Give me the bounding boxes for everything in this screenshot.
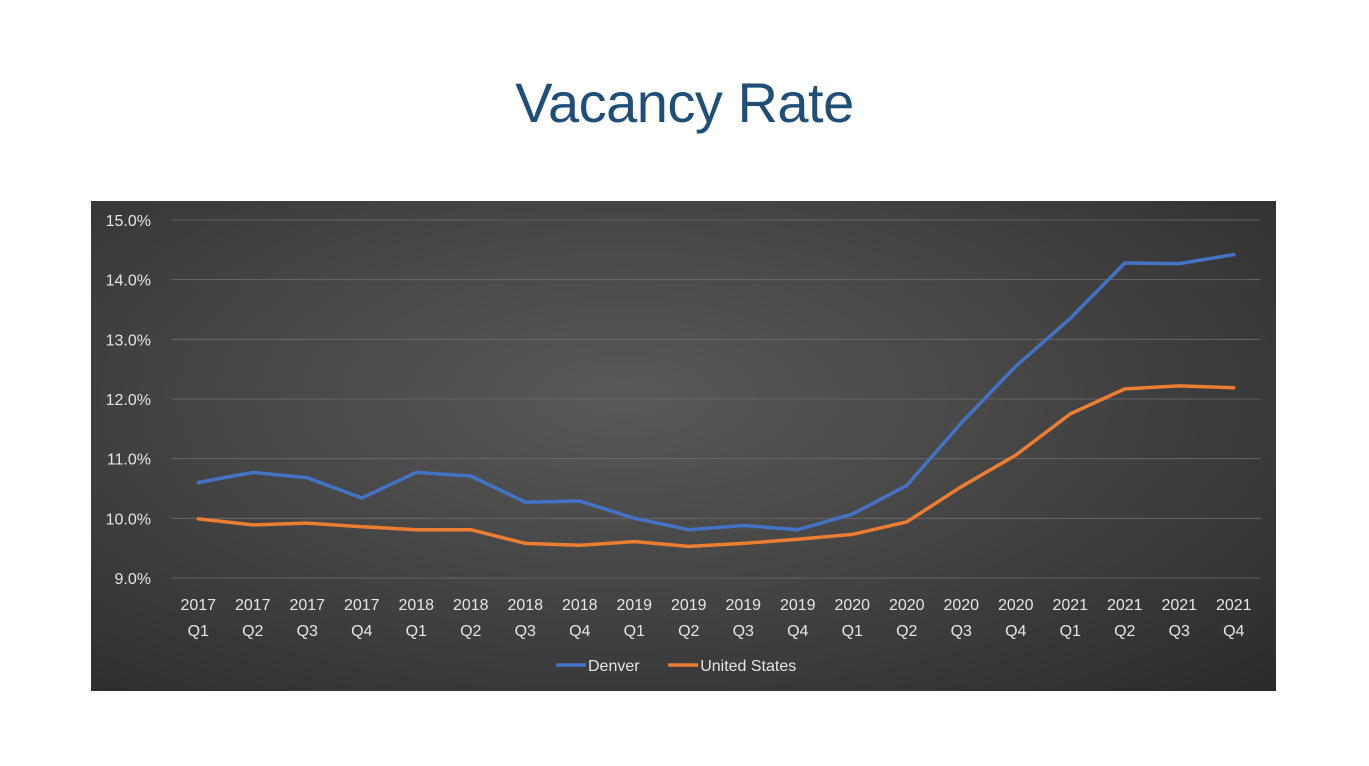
- y-tick-label: 10.0%: [106, 511, 151, 528]
- x-tick-label: Q4: [351, 623, 372, 640]
- x-tick-label: Q4: [1005, 623, 1026, 640]
- y-tick-label: 15.0%: [106, 213, 151, 230]
- x-tick-label: 2021: [1052, 597, 1088, 614]
- x-tick-label: 2017: [180, 597, 216, 614]
- x-tick-label: Q3: [951, 623, 972, 640]
- x-tick-label: Q3: [733, 623, 754, 640]
- x-tick-label: 2021: [1216, 597, 1252, 614]
- y-tick-label: 13.0%: [106, 332, 151, 349]
- x-tick-label: Q4: [787, 623, 808, 640]
- x-tick-label: Q1: [1060, 623, 1081, 640]
- x-tick-label: 2018: [453, 597, 489, 614]
- x-tick-label: Q2: [242, 623, 263, 640]
- x-tick-label: Q1: [842, 623, 863, 640]
- chart-canvas: 9.0% 10.0% 11.0% 12.0% 13.0% 14.0% 15.0% 2017 Q1…: [106, 213, 1261, 675]
- x-tick-label: 2018: [398, 597, 434, 614]
- x-tick-label: 2021: [1161, 597, 1197, 614]
- y-tick-label: 12.0%: [106, 392, 151, 409]
- x-tick-label: Q1: [188, 623, 209, 640]
- y-tick-label: 11.0%: [107, 452, 151, 469]
- x-tick-label: Q1: [624, 623, 645, 640]
- x-tick-label: 2020: [943, 597, 979, 614]
- legend-label: Denver: [588, 658, 640, 675]
- x-tick-label: 2020: [998, 597, 1034, 614]
- x-tick-label: 2017: [289, 597, 325, 614]
- series-line-denver: [196, 252, 1236, 532]
- x-tick-label: Q2: [460, 623, 481, 640]
- x-tick-label: 2020: [889, 597, 925, 614]
- x-tick-label: 2018: [507, 597, 543, 614]
- line-chart: 9.0% 10.0% 11.0% 12.0% 13.0% 14.0% 15.0% 2017 Q1…: [91, 201, 1276, 691]
- x-tick-label: 2019: [671, 597, 707, 614]
- x-tick-label: Q2: [1114, 623, 1135, 640]
- x-tick-label: Q4: [569, 623, 590, 640]
- x-tick-label: 2018: [562, 597, 598, 614]
- x-tick-label: Q4: [1223, 623, 1244, 640]
- legend-label: United States: [700, 658, 796, 675]
- x-tick-label: 2017: [344, 597, 380, 614]
- x-tick-label: 2021: [1107, 597, 1143, 614]
- y-tick-label: 14.0%: [106, 273, 151, 290]
- x-tick-label: 2019: [725, 597, 761, 614]
- x-tick-label: Q1: [406, 623, 427, 640]
- x-tick-label: 2019: [616, 597, 652, 614]
- x-tick-label: Q2: [678, 623, 699, 640]
- x-tick-label: Q3: [1169, 623, 1190, 640]
- x-tick-label: 2019: [780, 597, 816, 614]
- x-tick-label: Q3: [297, 623, 318, 640]
- y-tick-label: 9.0%: [115, 571, 151, 588]
- x-tick-label: 2020: [834, 597, 870, 614]
- page-title: Vacancy Rate: [515, 71, 854, 134]
- x-tick-label: Q3: [515, 623, 536, 640]
- x-tick-label: 2017: [235, 597, 271, 614]
- x-tick-label: Q2: [896, 623, 917, 640]
- series-line-united-states: [196, 384, 1236, 549]
